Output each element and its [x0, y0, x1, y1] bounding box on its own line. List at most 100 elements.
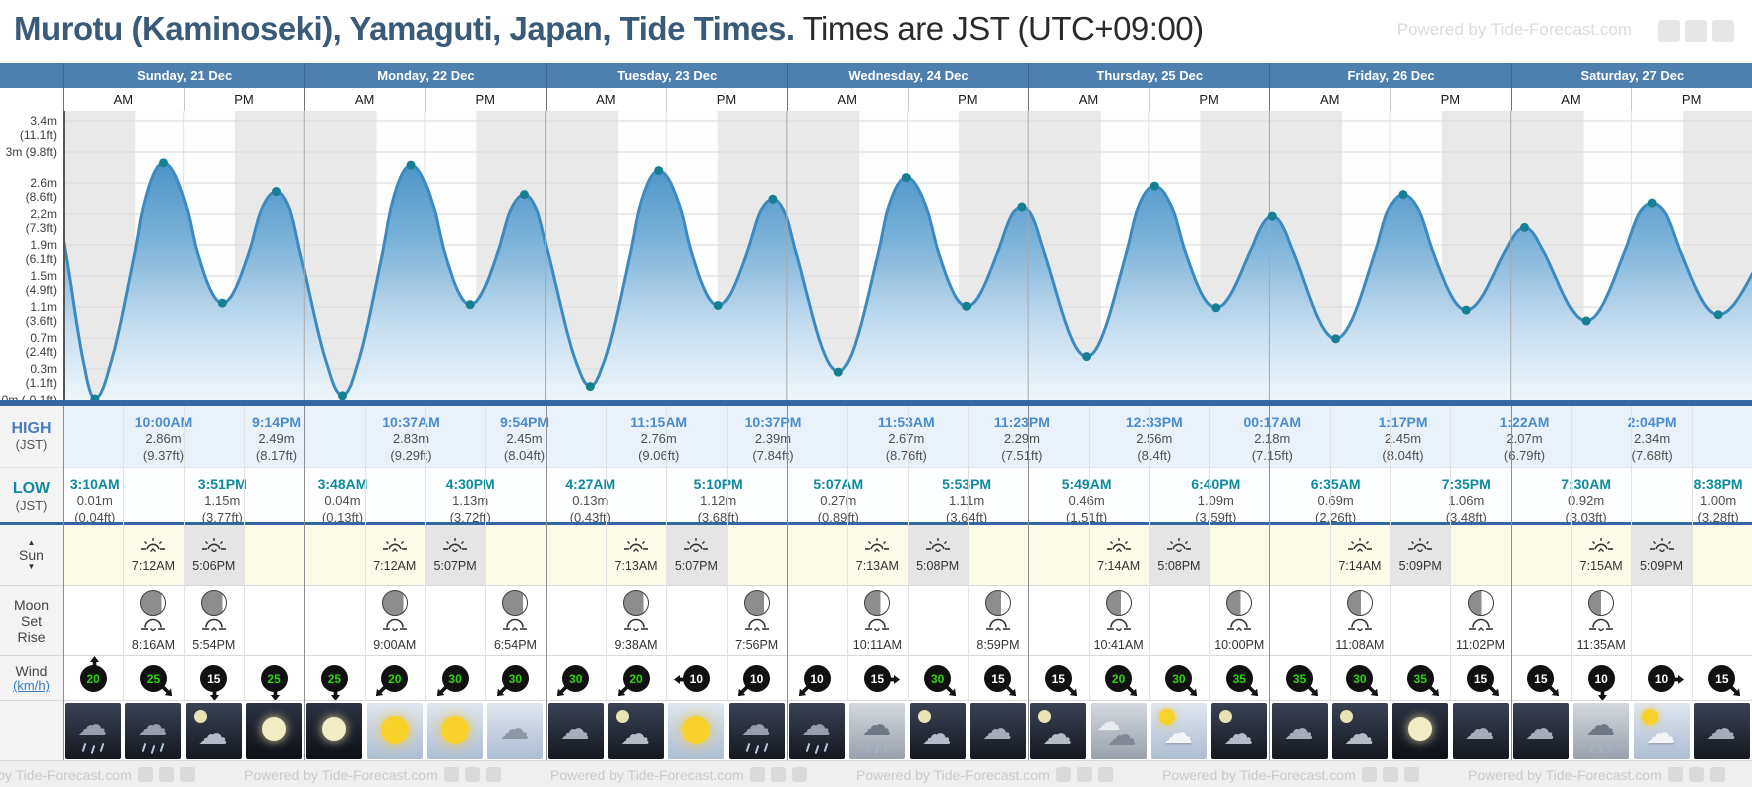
weather-tile-partly-day: ☁ [1633, 703, 1690, 759]
footer-powered-by-link[interactable]: Powered by Tide-Forecast.com [244, 766, 438, 783]
ampm-label-pm: PM [716, 92, 737, 107]
wind-direction-arrow-icon [1488, 685, 1501, 698]
tide-time: 5:10PM [693, 476, 743, 492]
sunset-time: 5:08PM [1157, 559, 1201, 573]
wind-cell: 25 [123, 656, 183, 701]
table-day-separator [1510, 406, 1512, 760]
tide-point-dot-low [1461, 305, 1471, 315]
wind-badge: 15 [1527, 665, 1560, 697]
footer-badge-icon[interactable] [137, 767, 153, 782]
tide-point-dot-low [1082, 352, 1092, 362]
wind-badge: 15 [984, 665, 1017, 697]
wind-unit-link[interactable]: (km/h) [13, 678, 50, 694]
sunset-time: 5:07PM [433, 559, 477, 573]
wind-cell: 20 [1088, 656, 1148, 701]
rain-icon [90, 744, 96, 755]
weather-tile-partly-night: ☁ [909, 703, 966, 759]
wind-badge: 30 [436, 665, 469, 697]
cloud-icon: ☁ [981, 713, 1012, 746]
tide-height-ft: (3.72ft) [449, 510, 491, 526]
tide-point-dot-low [337, 391, 347, 400]
tide-curve-chart [63, 111, 1752, 400]
footer-badge-icon[interactable] [485, 767, 501, 782]
rain-icon [81, 742, 87, 753]
moonrise-icon [744, 618, 769, 636]
moonset-icon [382, 618, 407, 636]
weather-tile-cloudy-night: ☁ [1512, 703, 1569, 759]
footer-powered-by-link[interactable]: Powered by Tide-Forecast.com [550, 766, 744, 783]
footer-badge-icon[interactable] [1688, 767, 1704, 782]
wind-direction-arrow-icon [495, 685, 508, 698]
table-quarter-separator [485, 406, 487, 700]
page-title: Murotu (Kaminoseki), Yamaguti, Japan, Ti… [14, 10, 1204, 48]
footer-powered-by-link[interactable]: Powered by Tide-Forecast.com [1162, 766, 1356, 783]
footer-badge-icon[interactable] [770, 767, 786, 782]
weather-tile-rain-day: ☁ [849, 703, 906, 759]
footer-badge-icon[interactable] [1361, 767, 1377, 782]
tide-height-ft: (8.04ft) [1382, 448, 1424, 464]
moon-phase-icon [1346, 590, 1373, 616]
low-tide-entry: 4:30PM 1.13m (3.72ft) [412, 475, 528, 527]
wind-direction-arrow-icon [374, 685, 387, 698]
ampm-separator [183, 88, 185, 111]
tide-height-ft: (6.79ft) [1503, 448, 1546, 464]
day-header-thursday: Thursday, 25 Dec [1028, 63, 1270, 88]
footer-badge-icon[interactable] [179, 767, 195, 782]
rain-icon [160, 742, 165, 753]
wind-badge: 15 [200, 665, 228, 701]
table-quarter-separator [1691, 406, 1693, 700]
footer-badge-icon[interactable] [1667, 767, 1683, 782]
moon-rise-time: 11:02PM [1455, 638, 1506, 652]
tide-chart-area: 0m (-0.1ft)0.3m (1.1ft)0.7m (2.4ft)1.1m … [0, 111, 1752, 407]
footer-badge-icon[interactable] [1709, 767, 1725, 782]
footer-powered-by-link[interactable]: Powered by Tide-Forecast.com [0, 766, 132, 783]
rain-icon [1598, 744, 1604, 755]
table-quarter-separator [364, 406, 366, 700]
wind-direction-arrow-icon [1367, 685, 1380, 698]
footer-badge-icon[interactable] [158, 767, 174, 782]
moon-phase-icon [864, 590, 891, 616]
cloud-icon: ☁ [1283, 713, 1314, 746]
sun-row-label-cell: ▲ Sun ▼ [0, 525, 63, 585]
wind-cell: 15 [1028, 656, 1088, 701]
moon-set-time: 9:38AM [614, 638, 658, 652]
footer-badge-icon[interactable] [1097, 767, 1113, 782]
ampm-separator [1148, 88, 1150, 111]
rain-icon [814, 744, 820, 755]
wind-speed: 30 [448, 671, 462, 686]
header-badge-icon[interactable] [1685, 20, 1707, 42]
high-tide-entry: 00:17AM 2.18m (7.15ft) [1214, 413, 1330, 465]
day-separator [304, 88, 306, 111]
wind-cell: 15 [1450, 656, 1510, 701]
tide-height-ft: (0.04ft) [74, 510, 116, 526]
footer-badge-icon[interactable] [1055, 767, 1071, 782]
sunrise-cell: 7:15AM [1571, 525, 1631, 585]
footer-badge-icon[interactable] [1076, 767, 1092, 782]
moon-phase-icon [502, 590, 529, 616]
sunset-time: 5:07PM [674, 559, 718, 573]
moonrise-icon [201, 618, 226, 636]
footer-powered-by-link[interactable]: Powered by Tide-Forecast.com [856, 766, 1050, 783]
sunrise-time: 7:13AM [855, 559, 899, 573]
wind-cell: 20 [606, 656, 666, 701]
footer-badge-icon[interactable] [1382, 767, 1398, 782]
sunrise-cell: 7:13AM [606, 525, 666, 585]
footer-powered-by-link[interactable]: Powered by Tide-Forecast.com [1468, 766, 1662, 783]
header-badge-icon[interactable] [1658, 20, 1680, 42]
low-tide-entry: 7:35PM 1.06m (3.48ft) [1408, 475, 1524, 527]
header-badge-icon[interactable] [1712, 20, 1734, 42]
footer-badge-icon[interactable] [443, 767, 459, 782]
ampm-label-pm: PM [1681, 92, 1702, 107]
footer-badge-icon[interactable] [791, 767, 807, 782]
ampm-label-am: AM [113, 92, 134, 107]
ampm-separator [1390, 88, 1392, 111]
table-day-separator [304, 406, 306, 760]
sunrise-icon [1347, 537, 1373, 557]
footer-badge-icon[interactable] [1403, 767, 1419, 782]
footer-badge-icon[interactable] [749, 767, 765, 782]
wind-speed: 15 [207, 671, 221, 686]
tide-point-dot-low [1331, 334, 1341, 344]
powered-by-link-top[interactable]: Powered by Tide-Forecast.com [1396, 20, 1632, 39]
footer-badge-icon[interactable] [464, 767, 480, 782]
moonrise-icon [1227, 618, 1252, 636]
